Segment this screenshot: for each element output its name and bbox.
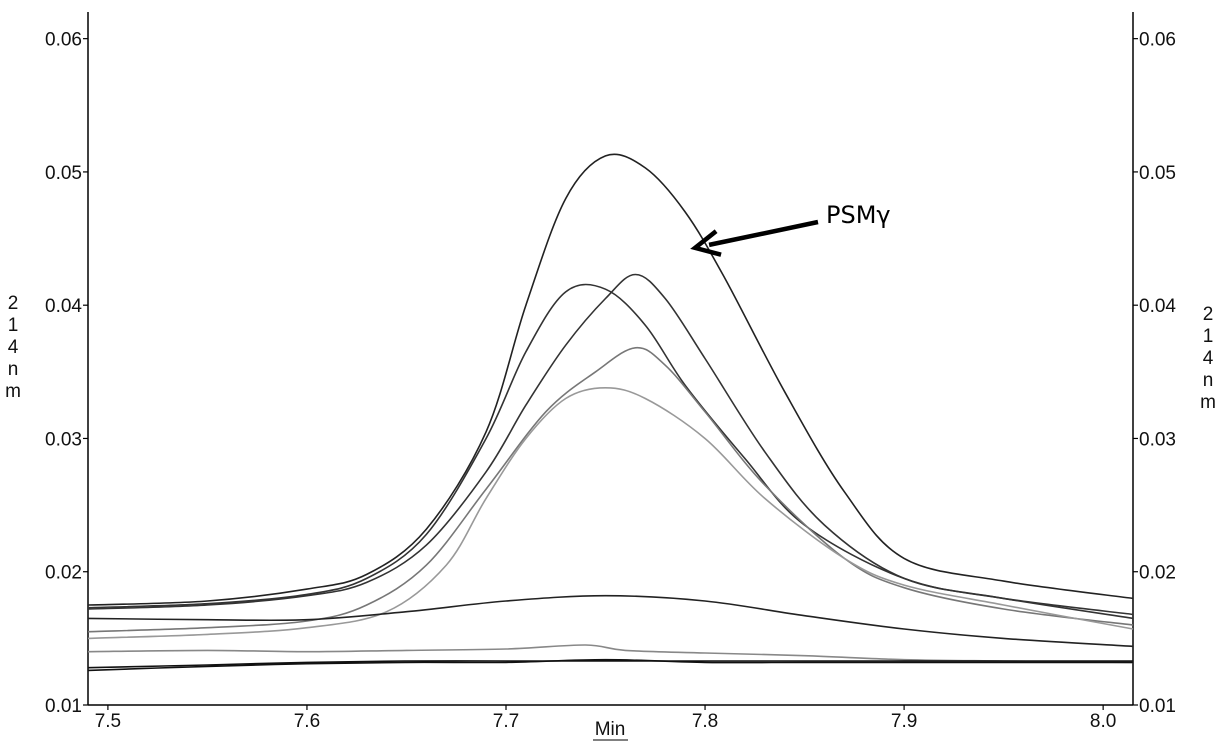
annotation-label-psm-gamma: PSMγ [826,201,891,229]
x-tick-label: 7.5 [95,711,121,732]
x-tick-label: 7.9 [891,711,917,732]
y-tick-label-left: 0.03 [45,429,82,450]
series-line-9 [87,658,1133,672]
annotation-group: PSMγ [690,201,891,257]
axes-group [87,12,1134,706]
series-line-6 [87,594,1134,648]
y-tick-label-left: 0.06 [45,30,82,51]
y-tick-label-right: 0.06 [1139,30,1176,51]
x-tick-label: 8.0 [1090,711,1116,732]
annotation-arrow [708,219,819,248]
series-line-8 [87,660,1133,669]
y-tick-label-left: 0.02 [45,563,82,584]
x-axis-label: Min [595,719,626,740]
y-tick-label-left: 0.05 [45,163,82,184]
y-tick-label-left: 0.04 [45,296,82,317]
annotation-arrow-head [690,229,722,257]
ticks-group: 0.01 0.01 0.02 0.02 0.03 0.03 0.04 0.04 0.05 0.05… [45,30,1176,732]
y-tick-label-right: 0.01 [1139,696,1176,717]
y-tick-label-right: 0.04 [1139,296,1176,317]
y-tick-label-right: 0.05 [1139,163,1176,184]
series-line-5 [87,387,1134,640]
x-tick-label: 7.7 [493,711,519,732]
x-tick-label: 7.6 [294,711,320,732]
series-line-3 [87,273,1134,620]
y-tick-label-right: 0.02 [1139,563,1176,584]
y-tick-label-left: 0.01 [45,696,82,717]
series-group [87,153,1134,672]
series-line-2 [87,283,1134,616]
x-tick-label: 7.8 [692,711,718,732]
y-tick-label-right: 0.03 [1139,429,1176,450]
series-line-4 [87,346,1134,633]
series-line-1 [87,153,1134,606]
